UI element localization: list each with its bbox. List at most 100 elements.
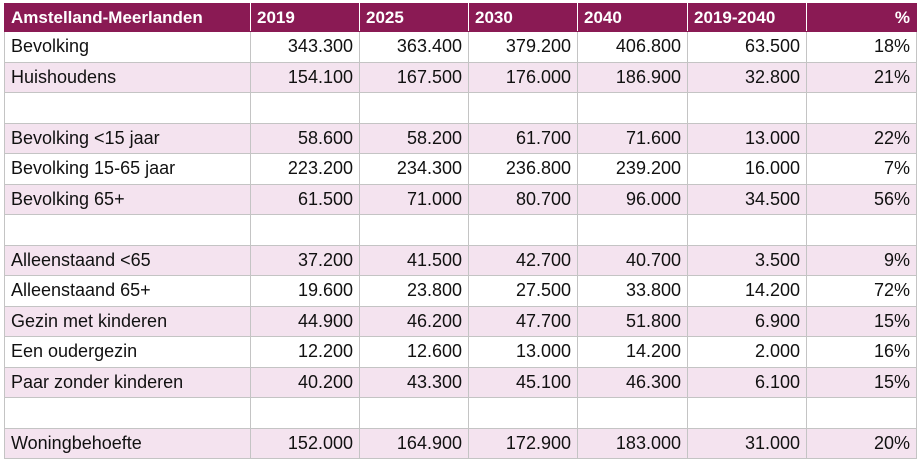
value-change-cell: 34.500: [687, 183, 807, 215]
value-2040-cell: 186.900: [577, 61, 688, 93]
value-change-cell: 63.500: [687, 31, 807, 63]
value-percent-cell: [806, 214, 917, 246]
table-row: Woningbehoefte 152.000 164.900 172.900 183.0…: [4, 427, 917, 459]
table-body: Bevolking 343.300 363.400 379.200 406.800 63.…: [4, 31, 917, 459]
value-2040-cell: 51.800: [577, 305, 688, 337]
row-label-cell: Een oudergezin: [4, 336, 251, 368]
value-2040-cell: [577, 397, 688, 429]
value-change-cell: 14.200: [687, 275, 807, 307]
value-2019-cell: 343.300: [250, 31, 360, 63]
value-2030-cell: 13.000: [468, 336, 578, 368]
value-percent-cell: 22%: [806, 122, 917, 154]
value-2030-cell: [468, 92, 578, 124]
value-2019-cell: 154.100: [250, 61, 360, 93]
value-2025-cell: 167.500: [359, 61, 469, 93]
value-percent-cell: 16%: [806, 336, 917, 368]
value-2025-cell: 46.200: [359, 305, 469, 337]
value-2030-cell: [468, 214, 578, 246]
header-row: Amstelland-Meerlanden 2019 2025 2030 204…: [4, 3, 917, 32]
value-2019-cell: 19.600: [250, 275, 360, 307]
value-2019-cell: [250, 214, 360, 246]
row-label-cell: Alleenstaand <65: [4, 244, 251, 276]
value-percent-cell: 9%: [806, 244, 917, 276]
value-change-cell: [687, 214, 807, 246]
value-2025-cell: 23.800: [359, 275, 469, 307]
value-change-cell: [687, 397, 807, 429]
value-change-cell: [687, 92, 807, 124]
value-percent-cell: 18%: [806, 31, 917, 63]
value-2019-cell: 44.900: [250, 305, 360, 337]
value-2040-cell: 96.000: [577, 183, 688, 215]
value-2030-cell: 176.000: [468, 61, 578, 93]
value-2019-cell: 40.200: [250, 366, 360, 398]
row-label-cell: Bevolking: [4, 31, 251, 63]
value-2025-cell: 71.000: [359, 183, 469, 215]
table-row: Een oudergezin 12.200 12.600 13.000 14.200 2.…: [4, 336, 917, 368]
value-2040-cell: [577, 92, 688, 124]
table-row: Gezin met kinderen 44.900 46.200 47.700 51.8…: [4, 305, 917, 337]
value-2040-cell: 406.800: [577, 31, 688, 63]
value-2019-cell: [250, 397, 360, 429]
spacer-row: [4, 397, 917, 429]
table-row: Bevolking <15 jaar 58.600 58.200 61.700 71.6…: [4, 122, 917, 154]
value-2030-cell: [468, 397, 578, 429]
row-label-cell: Gezin met kinderen: [4, 305, 251, 337]
value-2025-cell: [359, 397, 469, 429]
value-2040-cell: [577, 214, 688, 246]
value-2030-cell: 45.100: [468, 366, 578, 398]
value-percent-cell: 15%: [806, 366, 917, 398]
value-change-cell: 3.500: [687, 244, 807, 276]
header-cell-2030: 2030: [468, 3, 578, 32]
value-percent-cell: 7%: [806, 153, 917, 185]
value-change-cell: 6.100: [687, 366, 807, 398]
value-change-cell: 6.900: [687, 305, 807, 337]
value-2030-cell: 61.700: [468, 122, 578, 154]
row-label-cell: Huishoudens: [4, 61, 251, 93]
table-row: Paar zonder kinderen 40.200 43.300 45.100 46…: [4, 366, 917, 398]
value-2019-cell: 58.600: [250, 122, 360, 154]
value-percent-cell: 15%: [806, 305, 917, 337]
header-cell-percent: %: [806, 3, 917, 32]
header-cell-2025: 2025: [359, 3, 469, 32]
value-2025-cell: 234.300: [359, 153, 469, 185]
population-table: Amstelland-Meerlanden 2019 2025 2030 204…: [4, 3, 917, 459]
value-2040-cell: 183.000: [577, 427, 688, 459]
spacer-row: [4, 92, 917, 124]
value-change-cell: 32.800: [687, 61, 807, 93]
value-percent-cell: [806, 92, 917, 124]
row-label-cell: Alleenstaand 65+: [4, 275, 251, 307]
value-2025-cell: 12.600: [359, 336, 469, 368]
table-row: Alleenstaand 65+ 19.600 23.800 27.500 33.800…: [4, 275, 917, 307]
value-percent-cell: 21%: [806, 61, 917, 93]
row-label-cell: Bevolking 15-65 jaar: [4, 153, 251, 185]
value-2040-cell: 40.700: [577, 244, 688, 276]
value-2030-cell: 47.700: [468, 305, 578, 337]
value-2025-cell: 41.500: [359, 244, 469, 276]
value-change-cell: 13.000: [687, 122, 807, 154]
value-2040-cell: 14.200: [577, 336, 688, 368]
row-label-cell: Bevolking <15 jaar: [4, 122, 251, 154]
value-2019-cell: 12.200: [250, 336, 360, 368]
value-2025-cell: 58.200: [359, 122, 469, 154]
value-2025-cell: 164.900: [359, 427, 469, 459]
table-row: Huishoudens 154.100 167.500 176.000 186.900 3…: [4, 61, 917, 93]
value-2030-cell: 236.800: [468, 153, 578, 185]
value-change-cell: 16.000: [687, 153, 807, 185]
row-label-cell: [4, 92, 251, 124]
value-2040-cell: 46.300: [577, 366, 688, 398]
value-change-cell: 2.000: [687, 336, 807, 368]
value-change-cell: 31.000: [687, 427, 807, 459]
spacer-row: [4, 214, 917, 246]
value-2030-cell: 172.900: [468, 427, 578, 459]
value-2030-cell: 379.200: [468, 31, 578, 63]
value-2019-cell: 37.200: [250, 244, 360, 276]
value-2040-cell: 33.800: [577, 275, 688, 307]
value-2025-cell: 43.300: [359, 366, 469, 398]
value-2019-cell: 152.000: [250, 427, 360, 459]
table-row: Alleenstaand <65 37.200 41.500 42.700 40.700…: [4, 244, 917, 276]
table-row: Bevolking 15-65 jaar 223.200 234.300 236.80…: [4, 153, 917, 185]
row-label-cell: Paar zonder kinderen: [4, 366, 251, 398]
value-2019-cell: [250, 92, 360, 124]
value-2040-cell: 239.200: [577, 153, 688, 185]
header-cell-change: 2019-2040: [687, 3, 807, 32]
